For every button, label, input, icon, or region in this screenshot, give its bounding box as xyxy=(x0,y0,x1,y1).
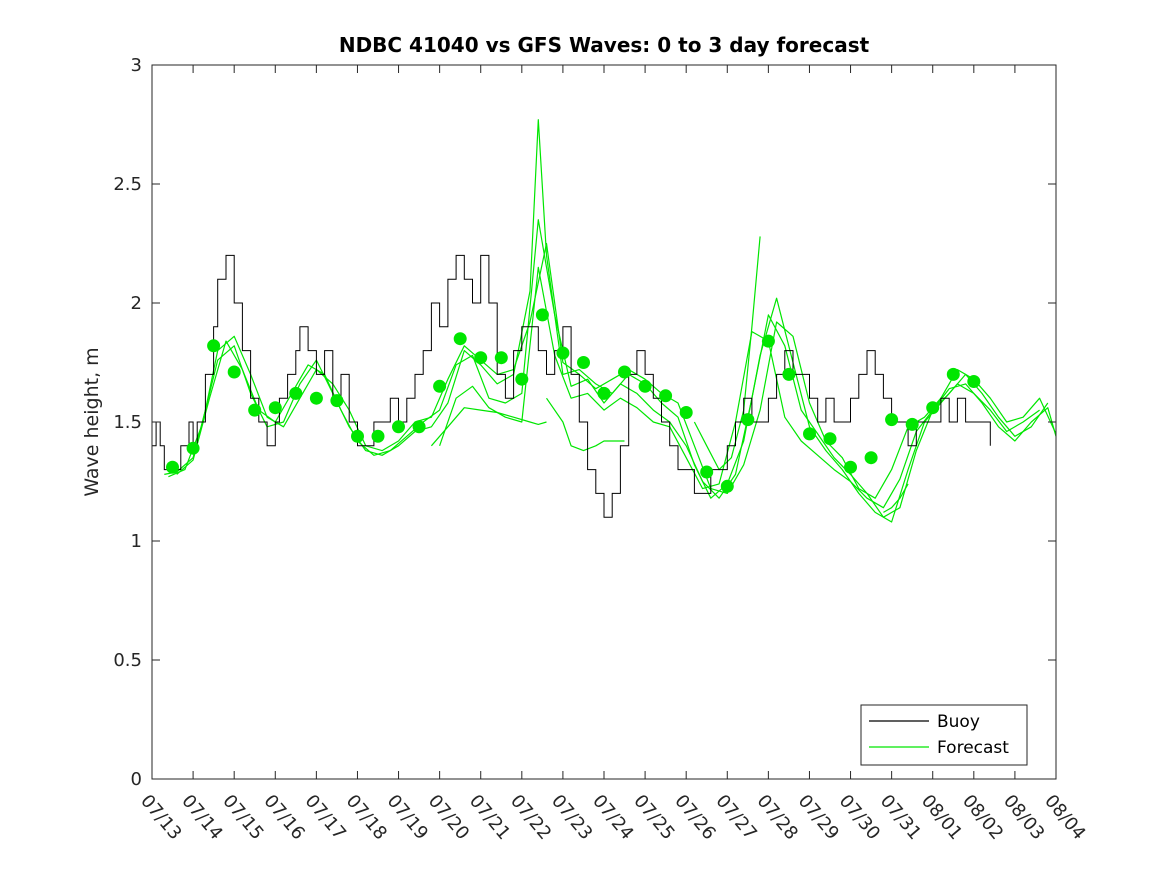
legend-box xyxy=(860,704,1028,766)
forecast-point xyxy=(166,460,179,474)
forecast-point xyxy=(597,386,611,400)
forecast-run-line xyxy=(693,236,761,471)
forecast-point xyxy=(351,429,364,443)
forecast-point xyxy=(803,427,816,441)
forecast-point xyxy=(207,339,221,353)
forecast-point xyxy=(823,432,837,446)
forecast-run-line xyxy=(430,407,547,447)
forecast-point xyxy=(679,406,693,419)
forecast-point xyxy=(638,379,652,393)
forecast-run-line xyxy=(883,483,909,513)
forecast-point xyxy=(268,401,282,415)
forecast-point xyxy=(946,367,960,381)
forecast-point xyxy=(330,394,344,408)
chart-title: NDBC 41040 vs GFS Waves: 0 to 3 day fore… xyxy=(339,33,870,57)
legend-label-forecast: Forecast xyxy=(937,738,1009,758)
forecast-run-line xyxy=(546,397,625,452)
forecast-point xyxy=(761,334,775,348)
series-layer xyxy=(152,119,1057,523)
forecast-point xyxy=(494,351,508,365)
forecast-point xyxy=(782,367,796,381)
forecast-point xyxy=(844,460,857,474)
forecast-point xyxy=(618,365,631,379)
forecast-point xyxy=(392,420,405,434)
forecast-point xyxy=(186,441,200,455)
forecast-point xyxy=(741,413,755,427)
forecast-point xyxy=(926,401,940,415)
forecast-point xyxy=(556,346,570,360)
y-tick-label: 0 xyxy=(131,769,142,790)
y-axis-label: Wave height, m xyxy=(81,347,103,496)
forecast-point xyxy=(700,465,714,479)
y-tick-label: 1.5 xyxy=(113,412,142,433)
forecast-point xyxy=(248,403,262,417)
y-axis: 0 0.5 1 1.5 2 2.5 3 xyxy=(113,55,1056,790)
legend-label-buoy: Buoy xyxy=(937,712,980,732)
forecast-point xyxy=(577,356,590,369)
marker-layer xyxy=(166,308,981,493)
forecast-run-line xyxy=(164,242,1057,499)
forecast-point xyxy=(412,420,426,434)
forecast-point xyxy=(535,308,549,322)
forecast-point xyxy=(864,451,878,465)
forecast-run-line xyxy=(176,219,1049,518)
forecast-point xyxy=(885,413,899,427)
forecast-point xyxy=(227,365,241,379)
forecast-point xyxy=(289,386,303,400)
forecast-point xyxy=(453,332,467,346)
legend: Buoy Forecast xyxy=(860,704,1028,766)
forecast-point xyxy=(515,372,529,386)
y-tick-label: 2 xyxy=(131,293,142,314)
y-tick-label: 3 xyxy=(131,55,142,76)
y-tick-label: 1 xyxy=(131,531,142,552)
y-tick-label: 0.5 xyxy=(113,650,142,671)
forecast-point xyxy=(371,429,385,443)
forecast-point xyxy=(309,391,323,405)
forecast-point xyxy=(720,479,734,493)
forecast-point xyxy=(905,417,919,431)
forecast-point xyxy=(474,351,488,365)
forecast-point xyxy=(967,375,981,388)
forecast-point xyxy=(433,379,447,393)
forecast-point xyxy=(659,389,673,403)
y-tick-label: 2.5 xyxy=(113,174,142,195)
buoy-line xyxy=(152,254,991,518)
